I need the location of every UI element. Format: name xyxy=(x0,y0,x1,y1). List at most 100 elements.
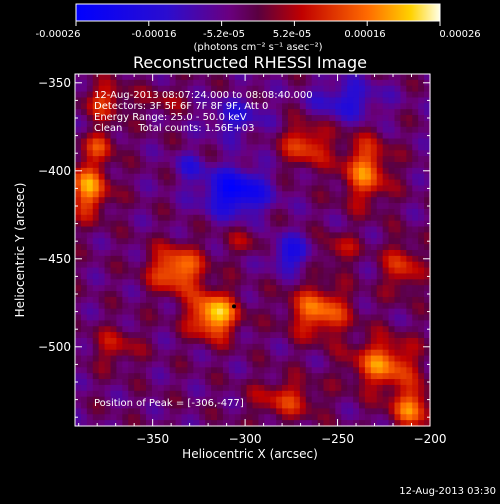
heatmap-cell xyxy=(246,390,254,398)
heatmap-cell xyxy=(92,408,100,415)
heatmap-cell xyxy=(288,420,295,427)
heatmap-cell xyxy=(217,285,224,292)
heatmap-cell xyxy=(353,132,360,140)
heatmap-cell xyxy=(299,320,307,327)
heatmap-cell xyxy=(388,332,396,339)
heatmap-cell xyxy=(193,203,200,210)
heatmap-cell xyxy=(75,390,82,398)
heatmap-cell xyxy=(234,191,242,198)
heatmap-cell xyxy=(270,308,277,316)
heatmap-cell xyxy=(311,132,319,140)
heatmap-cell xyxy=(276,250,283,257)
heatmap-cell xyxy=(317,203,325,210)
heatmap-cell xyxy=(169,384,177,392)
heatmap-cell xyxy=(128,91,135,99)
heatmap-cell xyxy=(353,314,360,321)
heatmap-cell xyxy=(246,144,254,151)
heatmap-cell xyxy=(353,173,360,181)
heatmap-cell xyxy=(205,179,212,187)
heatmap-cell xyxy=(169,156,177,163)
axis-tick-label: −350 xyxy=(136,432,169,446)
heatmap-cell xyxy=(86,220,94,228)
heatmap-cell xyxy=(288,302,295,310)
heatmap-cell xyxy=(370,320,378,327)
heatmap-cell xyxy=(140,320,147,327)
heatmap-cell xyxy=(157,126,165,134)
heatmap-cell xyxy=(329,390,336,398)
heatmap-cell xyxy=(134,414,141,421)
heatmap-cell xyxy=(169,115,177,122)
heatmap-cell xyxy=(412,402,419,409)
heatmap-cell xyxy=(205,402,212,409)
heatmap-cell xyxy=(75,214,82,222)
heatmap-cell xyxy=(347,232,354,239)
heatmap-cell xyxy=(175,250,183,257)
heatmap-cell xyxy=(146,167,153,175)
heatmap-cell xyxy=(329,396,336,404)
heatmap-cell xyxy=(335,103,342,110)
heatmap-cell xyxy=(347,402,354,409)
heatmap-cell xyxy=(311,361,319,368)
heatmap-cell xyxy=(364,138,372,145)
heatmap-cell xyxy=(222,167,230,175)
heatmap-cell xyxy=(175,208,183,216)
heatmap-cell xyxy=(140,144,147,151)
heatmap-cell xyxy=(240,203,248,210)
heatmap-cell xyxy=(228,85,236,93)
heatmap-cell xyxy=(359,179,366,187)
heatmap-cell xyxy=(341,85,348,93)
heatmap-cell xyxy=(252,296,260,304)
heatmap-cell xyxy=(311,261,319,269)
heatmap-cell xyxy=(258,85,265,93)
heatmap-cell xyxy=(116,173,123,181)
heatmap-cell xyxy=(92,390,100,398)
heatmap-cell xyxy=(199,238,206,245)
heatmap-cell xyxy=(376,109,384,116)
heatmap-cell xyxy=(222,361,230,368)
heatmap-cell xyxy=(193,291,200,298)
heatmap-cell xyxy=(240,355,248,363)
heatmap-cell xyxy=(205,414,212,421)
heatmap-cell xyxy=(376,97,384,104)
heatmap-cell xyxy=(323,379,331,386)
heatmap-cell xyxy=(80,167,88,175)
heatmap-cell xyxy=(288,179,295,187)
heatmap-cell xyxy=(234,349,242,357)
heatmap-cell xyxy=(418,414,425,421)
heatmap-cell xyxy=(181,261,189,269)
heatmap-cell xyxy=(382,308,390,316)
heatmap-cell xyxy=(110,332,118,339)
heatmap-cell xyxy=(98,203,106,210)
heatmap-cell xyxy=(335,132,342,140)
heatmap-cell xyxy=(276,185,283,192)
heatmap-cell xyxy=(228,162,236,169)
heatmap-cell xyxy=(86,349,94,357)
heatmap-cell xyxy=(234,355,242,363)
heatmap-cell xyxy=(134,238,141,245)
heatmap-cell xyxy=(335,150,342,157)
heatmap-cell xyxy=(335,232,342,239)
heatmap-cell xyxy=(205,85,212,93)
heatmap-cell xyxy=(258,220,265,228)
heatmap-cell xyxy=(169,138,177,145)
heatmap-cell xyxy=(347,115,354,122)
heatmap-cell xyxy=(299,97,307,104)
heatmap-cell xyxy=(157,273,165,280)
heatmap-cell xyxy=(205,338,212,345)
heatmap-cell xyxy=(388,267,396,275)
heatmap-cell xyxy=(116,74,123,81)
heatmap-cell xyxy=(388,273,396,280)
heatmap-cell xyxy=(134,150,141,157)
heatmap-cell xyxy=(276,291,283,298)
heatmap-cell xyxy=(282,132,289,140)
heatmap-cell xyxy=(246,367,254,374)
heatmap-cell xyxy=(311,320,319,327)
heatmap-cell xyxy=(246,132,254,140)
heatmap-cell xyxy=(282,250,289,257)
heatmap-cell xyxy=(151,414,159,421)
heatmap-cell xyxy=(140,384,147,392)
heatmap-cell xyxy=(418,244,425,251)
heatmap-cell xyxy=(217,91,224,99)
heatmap-cell xyxy=(382,103,390,110)
heatmap-cell xyxy=(80,220,88,228)
